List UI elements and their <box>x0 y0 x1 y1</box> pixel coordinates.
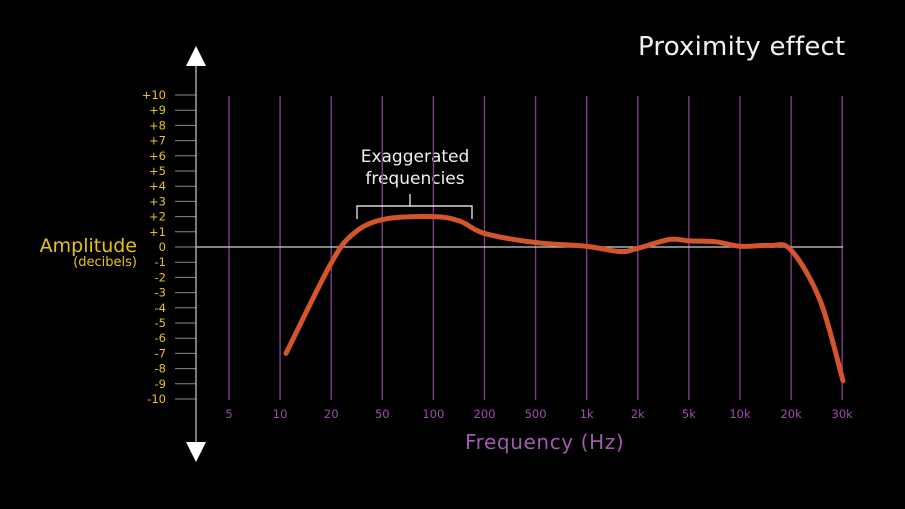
y-tick-label: -1 <box>155 255 166 269</box>
y-tick-label: +2 <box>149 210 166 224</box>
y-axis-label-main: Amplitude <box>39 235 137 257</box>
annotation-line-2: frequencies <box>365 169 465 189</box>
y-tick-label: -5 <box>155 316 166 330</box>
annotation-label: Exaggerated frequencies <box>340 146 490 190</box>
x-tick-label: 5k <box>682 407 696 421</box>
y-tick-label: -2 <box>155 270 166 284</box>
y-tick-label: +6 <box>149 149 166 163</box>
arrow-down-icon <box>186 442 206 462</box>
y-axis-label-unit: (decibels) <box>73 255 137 270</box>
response-curve <box>283 214 846 384</box>
y-tick-label: +3 <box>149 194 166 208</box>
x-tick-label: 50 <box>375 407 390 421</box>
y-tick-label: +8 <box>149 118 166 132</box>
x-axis-label: Frequency (Hz) <box>465 430 625 454</box>
y-tick-label: +9 <box>149 103 166 117</box>
y-tick-label: -9 <box>155 377 166 391</box>
x-tick-label: 20 <box>324 407 339 421</box>
y-tick-label: -6 <box>155 331 166 345</box>
y-tick-label: -4 <box>155 301 166 315</box>
annotation-bracket <box>356 194 473 219</box>
x-tick-label: 5 <box>225 407 232 421</box>
arrow-up-icon <box>186 46 206 66</box>
y-tick-label: +5 <box>149 164 166 178</box>
y-tick-label: -3 <box>155 286 166 300</box>
y-tick-label: -10 <box>147 392 166 406</box>
y-tick-label: +1 <box>149 225 166 239</box>
x-axis-ticks: 5 10 20 50 100 200 500 1k 2k 5k 10k 20k 30k <box>225 407 853 421</box>
y-tick-label: +4 <box>149 179 166 193</box>
x-tick-label: 200 <box>474 407 496 421</box>
annotation-line-1: Exaggerated <box>360 147 470 167</box>
x-tick-label: 500 <box>525 407 547 421</box>
x-tick-label: 1k <box>580 407 594 421</box>
x-tick-label: 100 <box>422 407 444 421</box>
y-tick-label: -7 <box>155 346 166 360</box>
y-axis-ticks: +10+9+8+7+6+5+4+3+2+10-1-2-3-4-5-6-7-8-9… <box>142 88 196 406</box>
y-tick-label: +10 <box>142 88 166 102</box>
y-axis-label: Amplitude (decibels) <box>40 236 137 270</box>
chart-title: Proximity effect <box>638 32 846 62</box>
x-tick-label: 2k <box>631 407 645 421</box>
y-tick-label: 0 <box>159 240 166 254</box>
x-tick-label: 30k <box>832 407 854 421</box>
x-tick-label: 20k <box>780 407 802 421</box>
y-tick-label: -8 <box>155 362 166 376</box>
vertical-gridlines <box>228 96 843 400</box>
x-tick-label: 10k <box>729 407 751 421</box>
x-tick-label: 10 <box>273 407 288 421</box>
y-tick-label: +7 <box>149 134 166 148</box>
